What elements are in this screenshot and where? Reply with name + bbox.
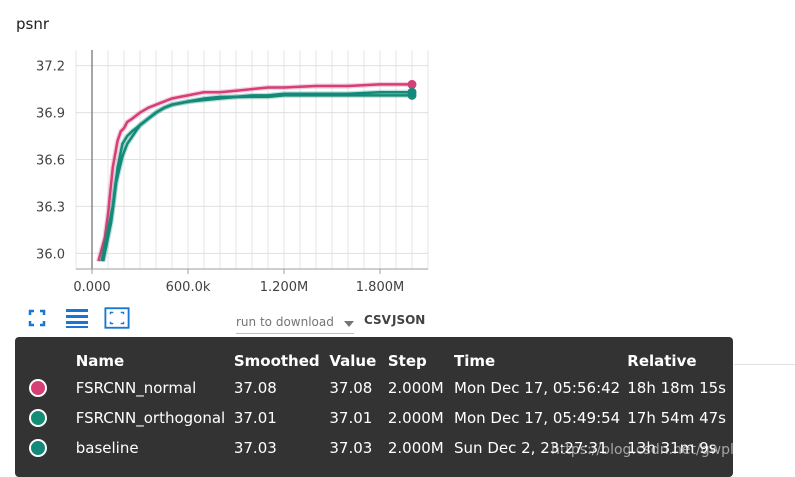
download-json-link[interactable]: JSON [392, 313, 426, 327]
time: Mon Dec 17, 05:56:42 [454, 379, 621, 397]
chart-axes: 36.0 36.3 36.6 36.9 37.2 0.000 600.0k 1.200M 1.8… [36, 50, 428, 295]
y-tick-label: 36.3 [36, 200, 65, 215]
y-tick-label: 36.0 [36, 247, 65, 262]
divider [734, 364, 795, 365]
download-select-value: run to download [236, 315, 334, 329]
relative: 18h 18m 15s [627, 379, 726, 397]
tooltip-table: Name Smoothed Value Step Time Relative F… [29, 349, 733, 463]
x-tick-label: 600.0k [166, 280, 211, 295]
y-tick-label: 37.2 [36, 60, 65, 75]
run-name: FSRCNN_normal [75, 379, 197, 397]
chart-grid [75, 50, 429, 269]
step: 2.000M [387, 439, 444, 457]
smoothed-value: 37.01 [233, 409, 277, 427]
swatch-cell [29, 433, 76, 463]
fit-domain-button[interactable] [104, 306, 130, 330]
y-tick-label: 36.9 [36, 107, 65, 122]
lines-icon [66, 309, 88, 328]
header-time: Time [454, 352, 496, 370]
series-swatch [29, 409, 47, 428]
smoothed-value: 37.03 [233, 439, 277, 457]
value: 37.01 [329, 409, 373, 427]
value: 37.08 [329, 379, 373, 397]
time: Mon Dec 17, 05:49:54 [454, 409, 621, 427]
smoothed-value: 37.08 [233, 379, 277, 397]
fullscreen-icon [28, 309, 46, 327]
relative: 13h 31m 9s [627, 439, 717, 457]
series-line [97, 83, 412, 262]
series-swatch [29, 439, 47, 458]
swatch-cell [29, 403, 76, 433]
series-swatch [29, 379, 47, 398]
table-row: FSRCNN_orthogonal 37.01 37.01 2.000M Mon… [29, 403, 733, 433]
x-tick-label: 1.800M [356, 280, 404, 295]
header-value: Value [329, 352, 377, 370]
run-name: FSRCNN_orthogonal [75, 409, 226, 427]
log-scale-button[interactable] [64, 306, 90, 330]
download-run-select[interactable]: run to download [236, 315, 354, 334]
series-endpoint [407, 79, 417, 89]
table-row: FSRCNN_normal 37.08 37.08 2.000M Mon Dec… [29, 373, 733, 403]
header-name: Name [75, 352, 125, 370]
series-line-raw [95, 81, 412, 262]
run-name: baseline [75, 439, 139, 457]
swatch-cell [29, 373, 76, 403]
download-csv-link[interactable]: CSV [364, 313, 391, 327]
step: 2.000M [387, 409, 444, 427]
fit-domain-icon [104, 307, 130, 329]
time: Sun Dec 2, 23:27:31 [454, 439, 608, 457]
series-line [101, 90, 412, 262]
header-smoothed: Smoothed [233, 352, 320, 370]
chart-tooltip: Name Smoothed Value Step Time Relative F… [15, 337, 733, 477]
table-row: baseline 37.03 37.03 2.000M Sun Dec 2, 2… [29, 433, 733, 463]
y-tick-label: 36.6 [36, 154, 65, 169]
header-step: Step [387, 352, 427, 370]
chart-series [95, 79, 417, 262]
psnr-line-chart[interactable]: 36.0 36.3 36.6 36.9 37.2 0.000 600.0k 1.200M 1.8… [0, 40, 440, 302]
header-relative: Relative [627, 352, 697, 370]
value: 37.03 [329, 439, 373, 457]
chart-title: psnr [16, 15, 50, 33]
x-tick-label: 1.200M [260, 280, 308, 295]
swatch-header [29, 349, 76, 373]
relative: 17h 54m 47s [627, 409, 726, 427]
watermark: https://blog.csdn.net/gwplovekimi [551, 442, 789, 458]
series-endpoint [407, 87, 417, 97]
tooltip-header-row: Name Smoothed Value Step Time Relative [29, 349, 733, 373]
chevron-down-icon [344, 321, 354, 327]
chart-toolbar [24, 306, 130, 330]
x-tick-label: 0.000 [73, 280, 110, 295]
fullscreen-button[interactable] [24, 306, 50, 330]
step: 2.000M [387, 379, 444, 397]
